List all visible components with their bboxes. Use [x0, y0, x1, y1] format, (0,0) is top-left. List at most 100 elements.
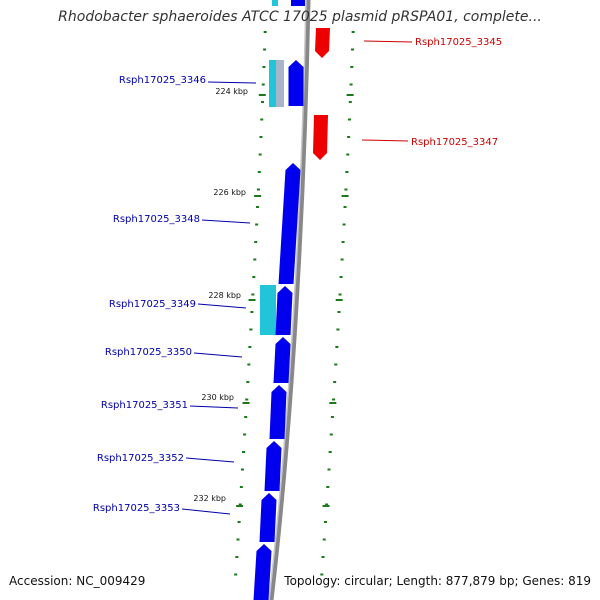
cds-feature-forward — [273, 337, 291, 383]
minor-tick — [348, 101, 352, 103]
minor-tick — [249, 328, 253, 331]
minor-tick — [347, 118, 351, 121]
minor-tick — [259, 136, 263, 138]
backbone-layer — [268, 0, 311, 600]
cds-feature-forward — [259, 493, 277, 542]
minor-tick — [336, 328, 340, 331]
gene-label[interactable]: Rsph17025_3352 — [97, 453, 184, 464]
minor-tick — [234, 573, 238, 576]
minor-tick — [347, 136, 351, 138]
label-layer: 224 kbp 226 kbp 228 kbp 230 kbp 232 kbp Rsph1… — [93, 37, 502, 515]
major-tick — [329, 402, 337, 404]
major-tick — [236, 505, 244, 507]
minor-tick — [342, 223, 346, 226]
minor-tick — [258, 153, 262, 156]
minor-tick — [244, 416, 248, 418]
cds-feature-forward — [264, 441, 282, 491]
minor-tick — [326, 486, 330, 488]
minor-tick — [350, 48, 354, 51]
gene-leader-line — [181, 508, 231, 515]
minor-tick — [327, 468, 331, 471]
minor-tick — [320, 573, 324, 576]
gene-label[interactable]: Rsph17025_3348 — [113, 214, 200, 225]
major-tick — [335, 299, 343, 301]
cds-feature-reverse — [313, 115, 328, 160]
minor-tick — [322, 538, 326, 541]
gene-label[interactable]: Rsph17025_3350 — [105, 347, 192, 358]
minor-tick — [236, 538, 240, 541]
minor-tick — [323, 521, 327, 523]
rna-feature — [260, 285, 276, 335]
minor-tick — [256, 188, 260, 191]
minor-tick — [346, 153, 350, 156]
minor-tick — [262, 66, 266, 68]
minor-tick — [261, 83, 265, 86]
gene-label[interactable]: Rsph17025_3345 — [415, 37, 502, 48]
minor-tick — [251, 293, 255, 296]
cds-feature-forward — [291, 0, 305, 6]
accession-text: Accession: NC_009429 — [9, 574, 146, 588]
kbp-label: 232 kbp — [193, 494, 226, 503]
minor-tick — [242, 451, 246, 453]
cds-feature-forward — [253, 544, 272, 600]
gene-leader-line — [193, 352, 243, 358]
minor-tick — [339, 276, 343, 278]
minor-tick — [263, 48, 267, 51]
map-title: Rhodobacter sphaeroides ATCC 17025 plasm… — [58, 9, 542, 25]
minor-tick — [338, 293, 342, 296]
gene-leader-line — [201, 219, 251, 224]
minor-tick — [349, 83, 353, 86]
minor-tick — [334, 363, 338, 366]
minor-tick — [239, 486, 243, 488]
cds-feature-reverse — [315, 28, 330, 58]
minor-tick — [255, 223, 259, 226]
minor-tick — [237, 521, 241, 523]
cds-feature-forward — [275, 286, 293, 335]
minor-tick — [260, 118, 264, 121]
gene-label[interactable]: Rsph17025_3346 — [119, 75, 206, 86]
minor-tick — [250, 311, 254, 313]
gene-label[interactable]: Rsph17025_3351 — [101, 400, 188, 411]
major-tick — [346, 94, 354, 96]
major-tick — [254, 195, 262, 197]
minor-tick — [252, 276, 256, 278]
minor-tick — [329, 433, 333, 436]
major-tick — [341, 195, 349, 197]
minor-tick — [350, 66, 354, 68]
minor-tick — [332, 398, 336, 401]
minor-tick — [257, 171, 261, 173]
minor-tick — [321, 556, 325, 558]
feature-layer — [253, 0, 330, 600]
minor-tick — [343, 206, 347, 208]
gene-label[interactable]: Rsph17025_3347 — [411, 137, 498, 148]
kbp-label: 228 kbp — [208, 291, 241, 300]
minor-tick — [240, 468, 244, 471]
gene-leader-line — [207, 81, 257, 84]
cds-feature-forward — [269, 385, 287, 439]
cds-feature-forward — [278, 163, 301, 284]
minor-tick — [256, 206, 260, 208]
gene-leader-line — [189, 405, 239, 409]
minor-tick — [344, 188, 348, 191]
gene-label[interactable]: Rsph17025_3353 — [93, 503, 180, 514]
minor-tick — [337, 311, 341, 313]
gene-leader-line — [361, 139, 409, 142]
minor-tick — [341, 241, 345, 243]
genome-summary-text: Topology: circular; Length: 877,879 bp; … — [284, 574, 591, 588]
minor-tick — [253, 258, 257, 261]
gene-leader-line — [185, 457, 235, 463]
kbp-label: 224 kbp — [215, 87, 248, 96]
tick-layer — [234, 31, 355, 576]
kbp-label: 230 kbp — [201, 393, 234, 402]
minor-tick — [261, 101, 265, 103]
minor-tick — [345, 171, 349, 173]
gene-label[interactable]: Rsph17025_3349 — [109, 299, 196, 310]
backbone-highlight — [268, 0, 307, 600]
minor-tick — [351, 31, 355, 33]
minor-tick — [243, 433, 247, 436]
minor-tick — [330, 416, 334, 418]
minor-tick — [238, 503, 242, 506]
major-tick — [242, 402, 250, 404]
minor-tick — [235, 556, 239, 558]
